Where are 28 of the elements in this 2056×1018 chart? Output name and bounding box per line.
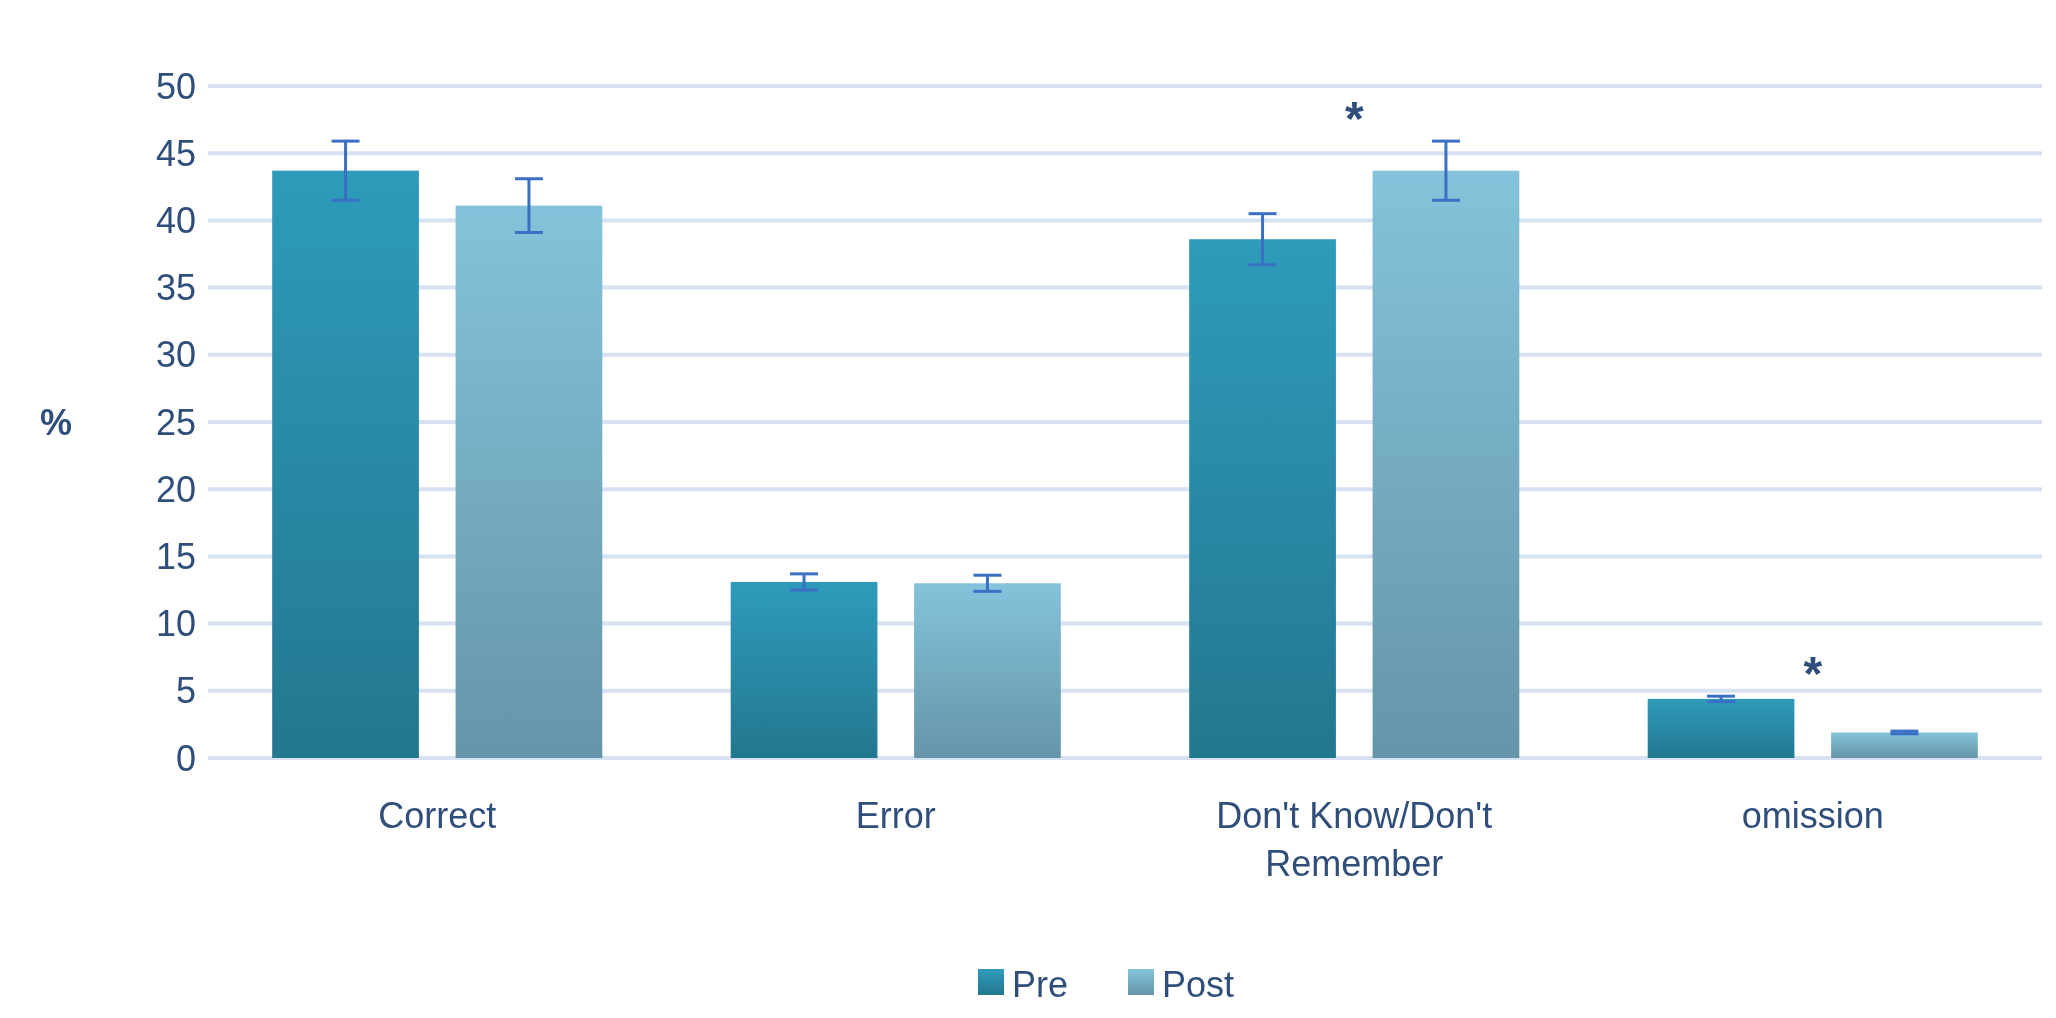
x-tick-label: Correct (378, 795, 497, 836)
y-tick-label: 10 (155, 603, 196, 645)
bar (1831, 732, 1978, 758)
legend-label: Pre (1012, 963, 1069, 1005)
bar (1647, 698, 1795, 758)
x-tick-label: Error (855, 795, 936, 836)
y-tick-label: 0 (175, 737, 196, 779)
y-tick-label: 25 (155, 401, 196, 443)
annotation: * (1344, 91, 1364, 145)
y-axis-title: % (39, 401, 73, 443)
bar (1372, 170, 1520, 758)
y-tick-label: 20 (155, 468, 196, 510)
bar (730, 581, 878, 758)
y-tick-label: 30 (155, 334, 196, 376)
bar (914, 583, 1061, 758)
y-tick-label: 45 (155, 132, 196, 174)
y-tick-label: 50 (155, 65, 196, 107)
legend-label: Post (1162, 963, 1235, 1005)
bar (455, 205, 603, 758)
annotation: * (1803, 646, 1823, 700)
x-tick-label: Don't Know/Don't Remember (1216, 795, 1493, 884)
y-tick-label: 5 (175, 670, 196, 712)
bar (1189, 239, 1336, 758)
y-tick-label: 40 (155, 200, 196, 241)
x-tick-label: omission (1741, 795, 1884, 836)
y-tick-label: 15 (155, 536, 196, 577)
bar (272, 170, 419, 758)
y-tick-label: 35 (155, 267, 196, 309)
